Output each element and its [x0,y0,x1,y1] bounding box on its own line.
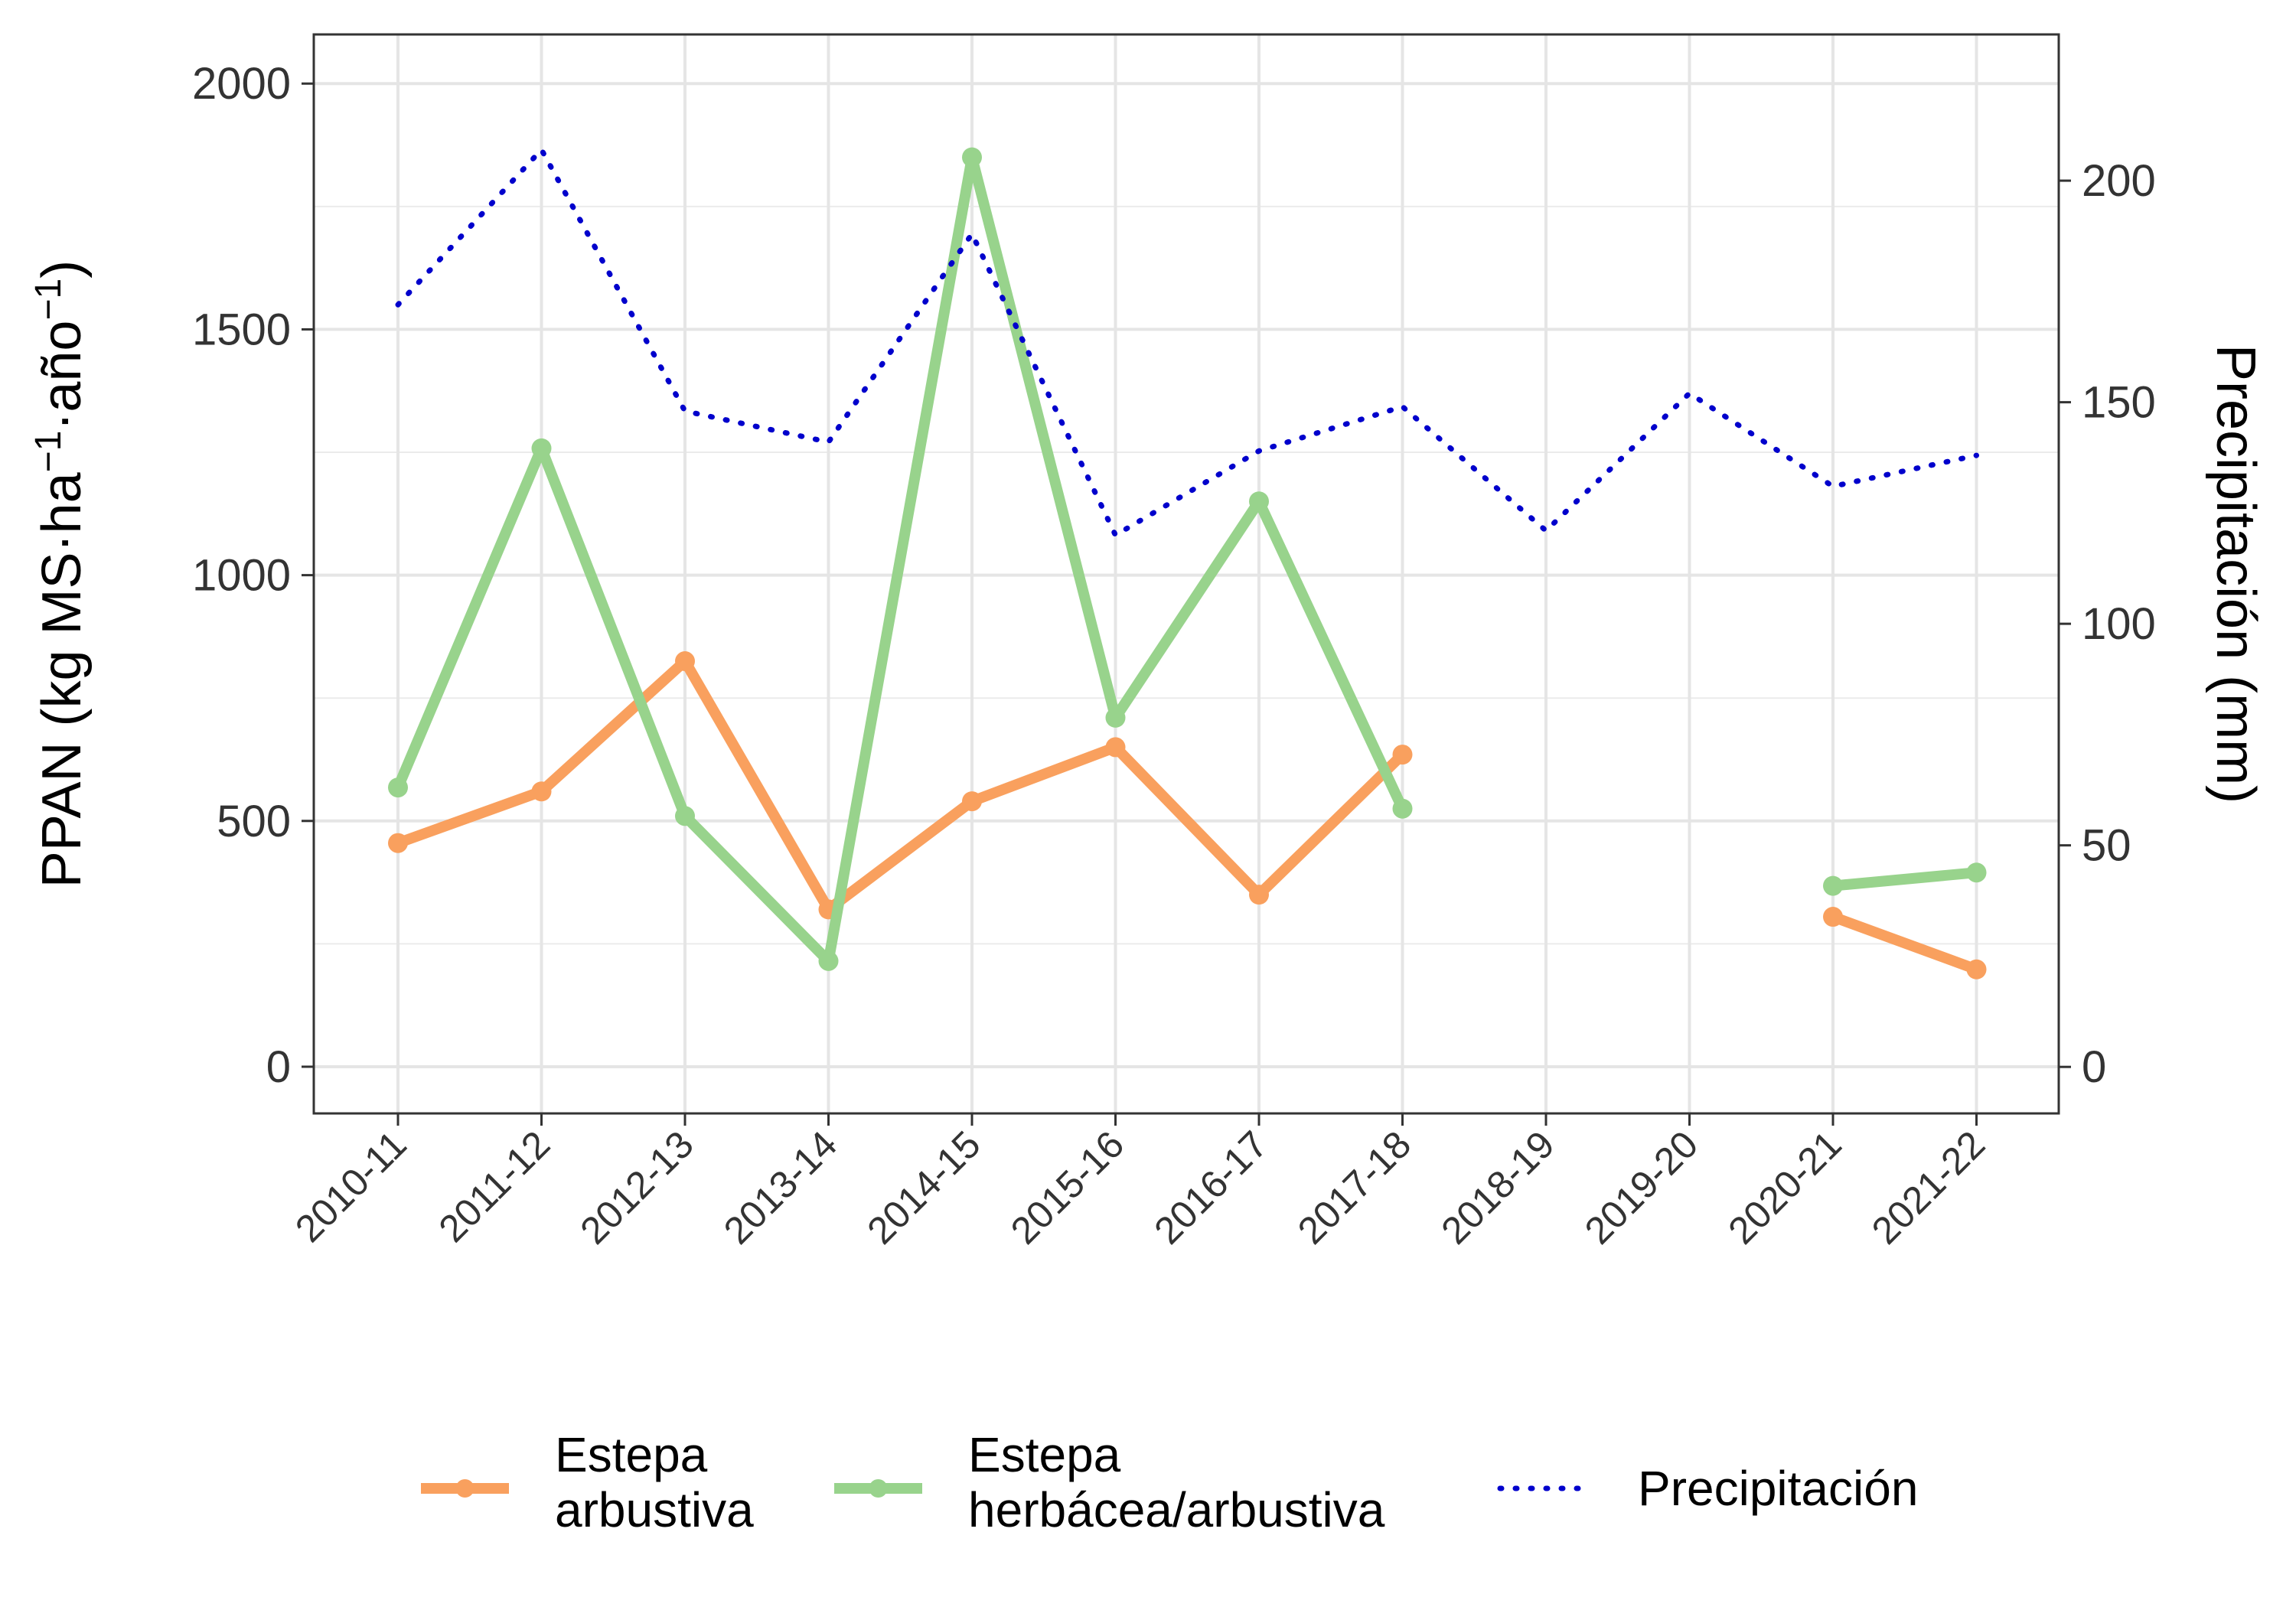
right-axis-tick-label: 100 [2082,599,2156,649]
data-point-estepa-herb-cea-arbustiva [1823,875,1843,896]
left-axis-tick-label: 0 [266,1042,291,1092]
data-point-estepa-arbustiva [675,651,695,672]
data-point-estepa-herb-cea-arbustiva [675,806,695,826]
left-axis-title-part: PPAN (kg MS·ha [31,471,93,888]
legend-label-estepa-herb-cea-arbustiva: Estepa [968,1427,1121,1482]
data-point-estepa-arbustiva [388,833,408,853]
series-line-estepa-herb-cea-arbustiva [1828,867,1982,892]
left-axis-tick-label: 2000 [192,59,291,109]
data-point-estepa-arbustiva [1249,885,1269,905]
data-point-estepa-arbustiva [1105,737,1126,758]
data-point-estepa-herb-cea-arbustiva [818,950,839,971]
plot-panel-border [312,33,2060,1115]
left-axis-tick-label: 500 [217,797,291,846]
data-point-estepa-herb-cea-arbustiva [1249,491,1269,512]
left-axis-tick-label: 1500 [192,305,291,354]
legend-label-estepa-arbustiva: arbustiva [555,1482,754,1537]
left-axis-title-superscript: −1 [28,431,69,473]
right-axis-tick-label: 50 [2082,821,2131,871]
left-axis-title-superscript: −1 [28,279,69,321]
right-axis-title: Precipitación (mm) [2205,344,2266,804]
data-point-estepa-arbustiva [1966,959,1987,980]
left-axis-title-part: ) [31,260,93,279]
series-line-estepa-herb-cea-arbustiva [393,152,1408,966]
legend-label-precipitaci-n: Precipitación [1638,1461,1918,1516]
left-axis-title: PPAN (kg MS·ha−1·año−1) [28,260,93,888]
legend-marker-estepa-arbustiva [455,1479,475,1498]
series-line-precipitaci-n [395,147,1979,538]
data-point-estepa-herb-cea-arbustiva [962,147,982,168]
right-axis-tick-label: 150 [2082,378,2156,428]
left-axis-title-part: ·año [31,321,93,431]
data-point-estepa-arbustiva [1823,907,1843,927]
data-point-estepa-herb-cea-arbustiva [1105,707,1126,728]
data-point-estepa-herb-cea-arbustiva [388,777,408,798]
legend-label-estepa-arbustiva: Estepa [555,1427,708,1482]
data-point-estepa-arbustiva [962,791,982,812]
left-axis-tick-label: 1000 [192,551,291,601]
right-axis-tick-label: 200 [2082,156,2156,206]
series-line-estepa-arbustiva [1828,911,1982,975]
data-point-estepa-herb-cea-arbustiva [1966,862,1987,883]
data-point-estepa-arbustiva [531,781,552,802]
data-point-estepa-arbustiva [1392,745,1413,765]
data-point-estepa-herb-cea-arbustiva [531,438,552,458]
series-layer [388,147,1987,980]
legend-marker-estepa-herb-cea-arbustiva [869,1479,888,1498]
data-point-estepa-herb-cea-arbustiva [1392,798,1413,819]
right-axis-tick-label: 0 [2082,1042,2106,1092]
series-line-estepa-arbustiva [393,656,1408,915]
legend-label-estepa-herb-cea-arbustiva: herbácea/arbustiva [968,1482,1385,1537]
